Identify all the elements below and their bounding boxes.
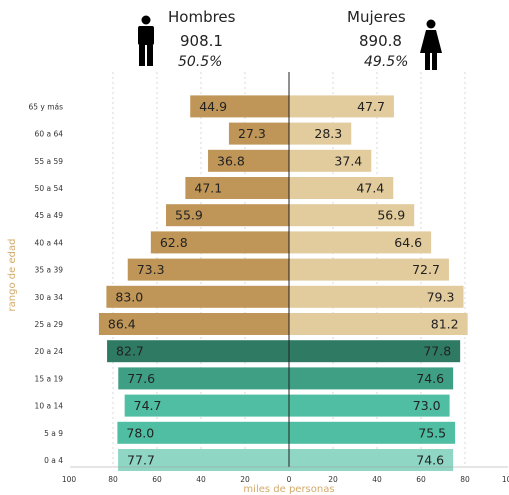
age-category-label: 25 a 29 bbox=[35, 320, 64, 329]
age-category-label: 45 a 49 bbox=[35, 211, 64, 220]
age-category-label: 0 a 4 bbox=[44, 456, 63, 465]
bar-label-women: 75.5 bbox=[418, 425, 446, 440]
bar-label-women: 56.9 bbox=[377, 208, 405, 223]
female-person-icon bbox=[420, 19, 442, 70]
y-axis-label: rango de edad bbox=[7, 239, 18, 312]
bar-label-women: 73.0 bbox=[413, 398, 441, 413]
bar-label-men: 77.7 bbox=[127, 453, 155, 468]
x-tick-label: 0 bbox=[287, 475, 292, 484]
bar-women bbox=[289, 149, 372, 172]
bar-label-women: 74.6 bbox=[416, 453, 444, 468]
bar-men bbox=[106, 285, 290, 308]
men-total: 908.1 bbox=[180, 32, 223, 50]
bar-women bbox=[289, 231, 432, 254]
bar-women bbox=[289, 122, 352, 145]
bar-men bbox=[124, 394, 289, 417]
bar-women bbox=[289, 204, 415, 227]
age-category-label: 40 a 44 bbox=[35, 238, 64, 247]
age-category-label: 50 a 54 bbox=[35, 184, 64, 193]
bar-label-women: 47.4 bbox=[356, 181, 384, 196]
bar-women bbox=[289, 285, 464, 308]
bar-label-women: 47.7 bbox=[357, 99, 385, 114]
bar-label-men: 44.9 bbox=[199, 99, 227, 114]
age-category-label: 65 y más bbox=[28, 102, 63, 111]
bar-men bbox=[117, 421, 290, 444]
bar-label-men: 77.6 bbox=[127, 371, 155, 386]
bar-women bbox=[289, 394, 450, 417]
bar-women bbox=[289, 313, 468, 335]
bar-women bbox=[289, 340, 461, 363]
age-category-label: 20 a 24 bbox=[35, 347, 64, 356]
bar-label-women: 81.2 bbox=[431, 317, 459, 332]
bar-label-women: 77.8 bbox=[423, 344, 451, 359]
age-category-label: 55 a 59 bbox=[35, 157, 64, 166]
male-person-icon bbox=[138, 15, 154, 66]
bar-label-men: 47.1 bbox=[194, 181, 222, 196]
bar-label-men: 78.0 bbox=[126, 425, 154, 440]
bar-label-women: 37.4 bbox=[334, 153, 362, 168]
x-tick-label: 100 bbox=[62, 475, 77, 484]
age-category-label: 15 a 19 bbox=[35, 374, 64, 383]
women-percent: 49.5% bbox=[364, 54, 409, 70]
x-tick-label: 20 bbox=[328, 475, 338, 484]
x-tick-label: 80 bbox=[108, 475, 118, 484]
bar-label-women: 74.6 bbox=[416, 371, 444, 386]
bar-label-women: 28.3 bbox=[314, 126, 342, 141]
bar-men bbox=[208, 149, 289, 172]
bar-label-women: 79.3 bbox=[427, 289, 455, 304]
men-percent: 50.5% bbox=[178, 54, 223, 70]
age-category-label: 30 a 34 bbox=[35, 293, 64, 302]
bar-women bbox=[289, 95, 394, 118]
age-category-label: 5 a 9 bbox=[44, 429, 63, 438]
bar-label-men: 82.7 bbox=[116, 344, 144, 359]
bar-women bbox=[289, 367, 454, 390]
x-tick-label: 40 bbox=[372, 475, 382, 484]
bar-men bbox=[228, 122, 289, 145]
bar-label-men: 73.3 bbox=[137, 262, 165, 277]
age-category-label: 10 a 14 bbox=[35, 402, 64, 411]
x-tick-label: 80 bbox=[460, 475, 470, 484]
bar-men bbox=[98, 313, 289, 335]
x-tick-label: 40 bbox=[196, 475, 206, 484]
bar-women bbox=[289, 449, 454, 471]
bar-men bbox=[150, 231, 289, 254]
bar-women bbox=[289, 421, 456, 444]
age-category-label: 35 a 39 bbox=[35, 266, 64, 275]
women-total: 890.8 bbox=[359, 32, 402, 50]
x-tick-label: 60 bbox=[416, 475, 426, 484]
bar-men bbox=[190, 95, 289, 118]
x-axis-label: miles de personas bbox=[243, 484, 334, 495]
men-label: Hombres bbox=[168, 8, 236, 26]
bar-label-women: 72.7 bbox=[412, 262, 440, 277]
bar-label-men: 27.3 bbox=[238, 126, 266, 141]
bar-label-men: 74.7 bbox=[134, 398, 162, 413]
bar-men bbox=[118, 449, 289, 471]
x-tick-label: 100 bbox=[502, 475, 509, 484]
bar-men bbox=[118, 367, 289, 390]
bar-label-men: 83.0 bbox=[115, 289, 143, 304]
bar-label-men: 36.8 bbox=[217, 153, 245, 168]
bar-label-men: 86.4 bbox=[108, 317, 136, 332]
age-category-label: 60 a 64 bbox=[35, 130, 64, 139]
x-tick-label: 20 bbox=[240, 475, 250, 484]
x-tick-label: 60 bbox=[152, 475, 162, 484]
bar-label-men: 62.8 bbox=[160, 235, 188, 250]
bar-men bbox=[166, 204, 289, 227]
bar-women bbox=[289, 258, 449, 281]
bar-label-women: 64.6 bbox=[394, 235, 422, 250]
bar-label-men: 55.9 bbox=[175, 208, 203, 223]
bar-women bbox=[289, 177, 394, 199]
bar-men bbox=[185, 177, 289, 199]
bar-men bbox=[107, 340, 289, 363]
bar-men bbox=[127, 258, 290, 281]
women-label: Mujeres bbox=[347, 8, 406, 26]
